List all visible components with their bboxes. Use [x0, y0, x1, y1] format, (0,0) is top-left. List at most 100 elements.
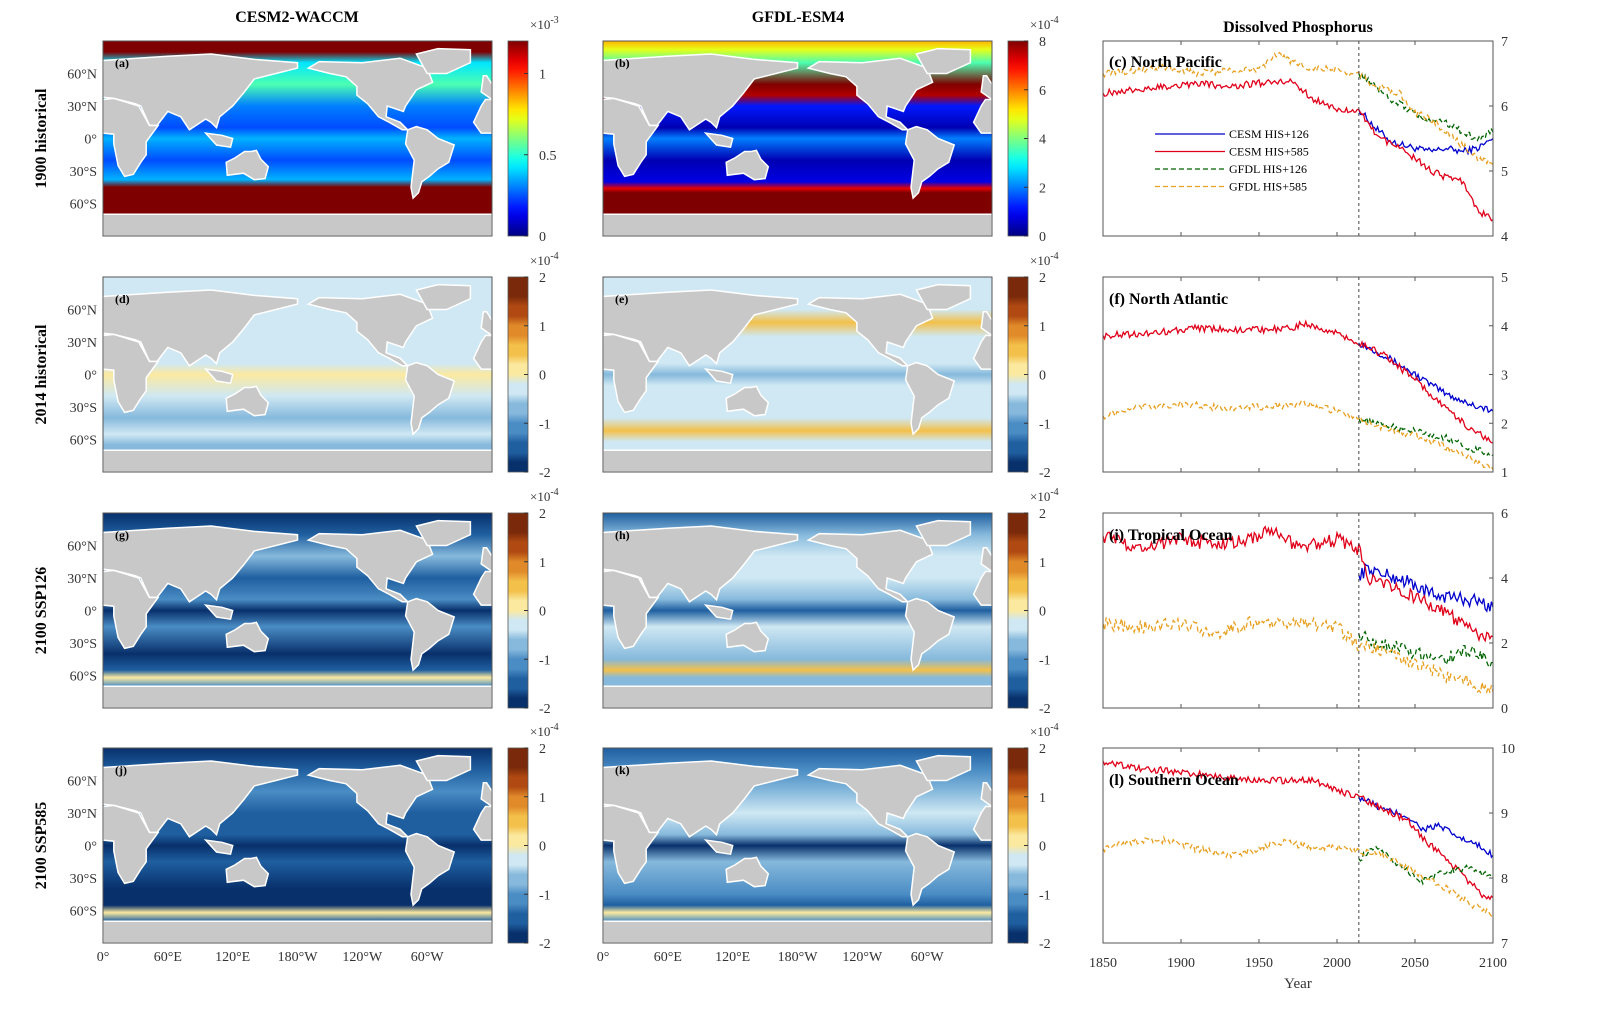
land-mass: [102, 920, 493, 944]
row-label: 2014 historical: [33, 324, 50, 425]
colorbar-tick-label: 0: [539, 369, 546, 384]
land-mass: [102, 569, 160, 650]
line-chart-3: 7 8 9 10 (l) Southern Ocean 1850 1900 1950 2000 2…: [1089, 742, 1515, 992]
map-panel-k: (k) 0° 60°E 120°E 180°W 120°W 60°W -2 -1 0 1 2 ×10-4: [597, 722, 1059, 965]
land-mass: [602, 97, 660, 178]
colorbar-exponent: ×10-4: [1030, 487, 1059, 504]
land-mass: [415, 754, 472, 782]
map-frame: [102, 40, 493, 237]
series-line-gfdl-his-585: [1103, 399, 1493, 470]
land-mass: [203, 368, 234, 385]
lat-tick-label: 0°: [84, 133, 97, 148]
map-frame: [602, 747, 993, 944]
land-mass: [806, 57, 934, 131]
colorbar-tick-label: 0.5: [539, 149, 557, 164]
lat-tick-label: 0°: [84, 840, 97, 855]
land-mass: [404, 125, 456, 200]
colorbar-tick-label: 1: [539, 320, 546, 335]
land-mass: [602, 213, 993, 237]
series-line-cesm-his-585: [1103, 525, 1493, 643]
land-mass: [725, 621, 770, 653]
legend-entry: CESM HIS+585: [1229, 145, 1309, 159]
land-mass: [203, 839, 234, 856]
map-panel-b: (b) 0 2 4 6 8 ×10-4: [602, 15, 1059, 245]
colorbar-tick-label: 2: [539, 742, 546, 757]
land-mass: [225, 856, 270, 888]
lat-tick-label: 60°S: [70, 905, 97, 920]
column-title-phosphorus: Dissolved Phosphorus: [1223, 19, 1373, 36]
colorbar-tick-label: -1: [539, 417, 551, 432]
series-line-gfdl-his-585: [1103, 835, 1493, 917]
y-tick-label: 4: [1501, 320, 1508, 335]
lon-tick-label: 120°W: [342, 950, 383, 965]
lat-tick-label: 30°S: [70, 637, 97, 652]
land-mass: [102, 97, 160, 178]
lat-tick-label: 0°: [84, 605, 97, 620]
map-frame: [602, 276, 993, 473]
land-mass: [915, 47, 972, 75]
land-mass: [102, 333, 160, 414]
land-mass: [404, 361, 456, 436]
land-mass: [404, 832, 456, 907]
land-mass: [602, 804, 660, 885]
lon-tick-label: 120°E: [215, 950, 250, 965]
colorbar-exponent: ×10-4: [1030, 722, 1059, 739]
x-tick-label: 2050: [1401, 956, 1429, 971]
series-line-cesm-his-126: [1358, 342, 1493, 414]
map-frame: [602, 512, 993, 709]
x-axis-label: Year: [1284, 976, 1312, 992]
legend: CESM HIS+126 CESM HIS+585 GFDL HIS+126 GFDL…: [1155, 127, 1309, 194]
colorbar-tick-label: -2: [1039, 702, 1051, 717]
panel-label: (j): [115, 763, 127, 777]
lat-tick-label: 60°N: [67, 775, 97, 790]
land-mass: [102, 289, 299, 367]
y-tick-label: 6: [1501, 507, 1508, 522]
land-mass: [915, 754, 972, 782]
land-mass: [602, 760, 799, 838]
map-frame: [102, 276, 493, 473]
colorbar-tick-label: 1: [1039, 791, 1046, 806]
land-mass: [602, 333, 660, 414]
panel-label: (e): [615, 292, 628, 306]
land-mass: [203, 132, 234, 149]
lon-tick-label: 180°W: [778, 950, 819, 965]
land-mass: [602, 569, 660, 650]
land-mass: [806, 764, 934, 838]
map-frame: [602, 40, 993, 237]
column-title-cesm: CESM2-WACCM: [235, 9, 359, 26]
land-mass: [904, 361, 956, 436]
land-mass: [602, 525, 799, 603]
land-mass: [102, 804, 160, 885]
land-mass: [102, 53, 299, 131]
lon-tick-label: 60°E: [154, 950, 182, 965]
lat-tick-label: 30°S: [70, 165, 97, 180]
colorbar-tick-label: 1: [539, 556, 546, 571]
land-mass: [225, 621, 270, 653]
lon-tick-label: 0°: [97, 950, 110, 965]
land-mass: [225, 149, 270, 181]
lat-tick-label: 60°N: [67, 540, 97, 555]
colorbar-tick-label: -1: [1039, 653, 1051, 668]
colorbar-tick-label: -2: [1039, 937, 1051, 952]
land-mass: [102, 213, 493, 237]
lat-tick-label: 60°N: [67, 68, 97, 83]
lat-tick-label: 60°S: [70, 434, 97, 449]
land-mass: [915, 283, 972, 311]
y-tick-label: 6: [1501, 100, 1508, 115]
map-panel-g: (g) 60°N 30°N 0° 30°S 60°S -2 -1 0 1 2 ×10-4: [67, 487, 558, 717]
land-mass: [915, 519, 972, 547]
land-mass: [102, 685, 493, 709]
land-mass: [203, 604, 234, 621]
land-mass: [602, 920, 993, 944]
colorbar-tick-label: -2: [1039, 466, 1051, 481]
lon-tick-label: 180°W: [278, 950, 319, 965]
colorbar-exponent: ×10-4: [530, 487, 559, 504]
colorbar-tick-label: -1: [539, 653, 551, 668]
y-tick-label: 4: [1501, 572, 1508, 587]
y-tick-label: 4: [1501, 230, 1508, 245]
colorbar-tick-label: 0: [1039, 230, 1046, 245]
lat-tick-label: 30°N: [67, 572, 97, 587]
colorbar-tick-label: 0: [1039, 840, 1046, 855]
colorbar-tick-label: 0: [539, 605, 546, 620]
land-mass: [306, 293, 434, 367]
